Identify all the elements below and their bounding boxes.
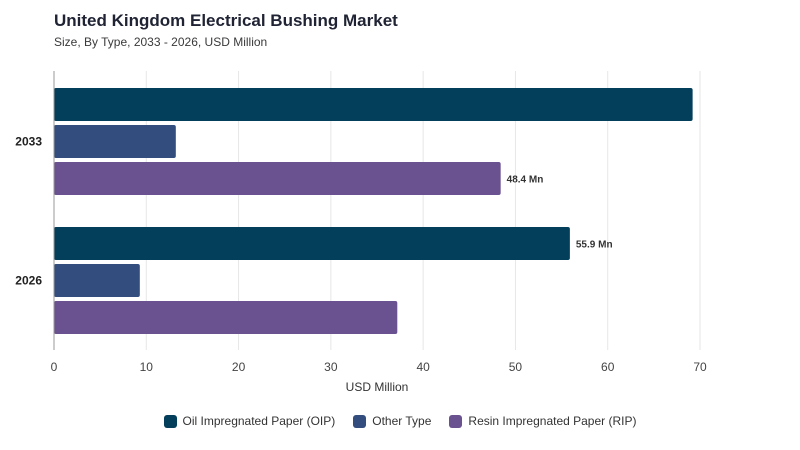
chart-title: United Kingdom Electrical Bushing Market: [54, 11, 398, 30]
legend-label-oip: Oil Impregnated Paper (OIP): [182, 414, 336, 428]
x-tick-label-40: 40: [416, 360, 430, 374]
x-tick-label-60: 60: [601, 360, 615, 374]
data-label-2033-series-2: 48.4 Mn: [507, 175, 544, 186]
bar-2033-series-0: [54, 88, 693, 121]
legend-swatch-rip: [449, 414, 463, 428]
x-tick-label-70: 70: [693, 360, 707, 374]
x-axis-title: USD Million: [346, 380, 409, 394]
legend-label-rip: Resin Impregnated Paper (RIP): [468, 414, 637, 428]
category-label-2026: 2026: [15, 274, 42, 288]
bar-2033-series-1: [54, 125, 176, 158]
bar-2026-series-0: [54, 227, 570, 260]
bar-2026-series-1: [54, 264, 140, 297]
data-label-2026-series-0: 55.9 Mn: [576, 240, 613, 251]
legend: Oil Impregnated Paper (OIP) Other Type R…: [0, 414, 800, 428]
legend-swatch-oip: [163, 414, 177, 428]
legend-item-oip[interactable]: Oil Impregnated Paper (OIP): [163, 414, 336, 428]
legend-item-rip[interactable]: Resin Impregnated Paper (RIP): [449, 414, 636, 428]
legend-item-other[interactable]: Other Type: [353, 414, 431, 428]
legend-label-other: Other Type: [372, 414, 432, 428]
category-label-2033: 2033: [15, 135, 42, 149]
chart-subtitle: Size, By Type, 2033 - 2026, USD Million: [54, 35, 268, 49]
legend-swatch-other: [353, 414, 367, 428]
x-tick-label-0: 0: [51, 360, 58, 374]
bar-chart: 0 10 20 30 40 50 60 70 48.4 Mn 2033 55.9 Mn 2026 USD…: [15, 71, 707, 394]
x-tick-label-50: 50: [509, 360, 523, 374]
bar-2026-series-2: [54, 301, 398, 334]
x-tick-label-20: 20: [232, 360, 246, 374]
x-tick-label-30: 30: [324, 360, 338, 374]
x-tick-label-10: 10: [140, 360, 154, 374]
bar-2033-series-2: [54, 162, 501, 195]
